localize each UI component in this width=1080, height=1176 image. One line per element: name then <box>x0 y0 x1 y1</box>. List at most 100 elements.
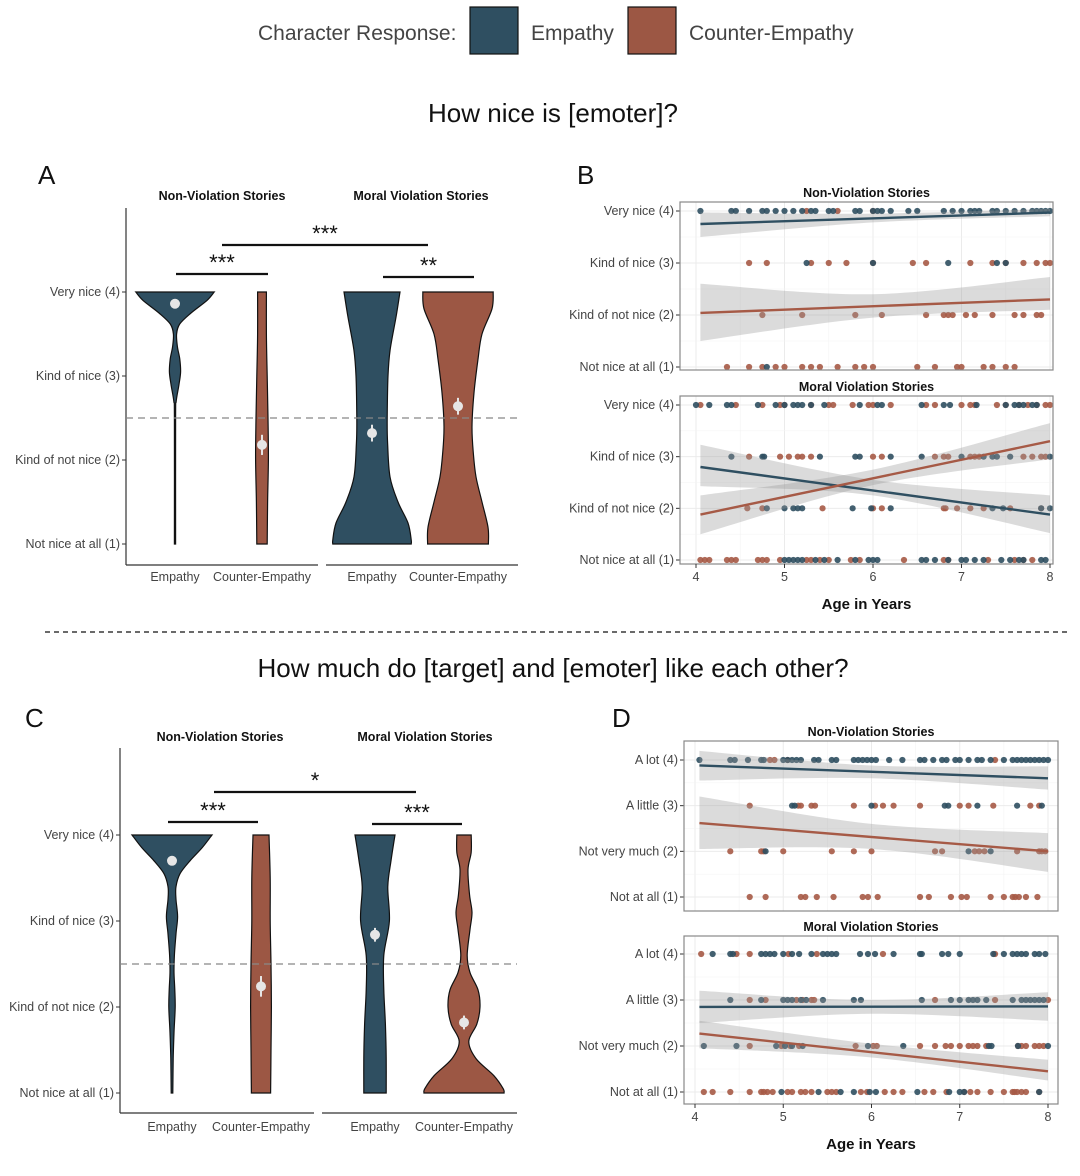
data-point-counter-empathy <box>945 453 952 460</box>
data-point-empathy <box>868 505 875 512</box>
data-point-counter-empathy <box>762 893 769 901</box>
data-point-counter-empathy <box>771 756 778 764</box>
data-point-counter-empathy <box>807 363 815 371</box>
data-point-counter-empathy <box>762 996 769 1004</box>
x-tick-label: Empathy <box>350 1120 400 1134</box>
data-point-empathy <box>874 207 881 215</box>
data-point-counter-empathy <box>803 556 810 564</box>
data-point-counter-empathy <box>921 1088 928 1096</box>
data-point-empathy <box>850 996 857 1004</box>
data-point-counter-empathy <box>899 1088 906 1096</box>
data-point-empathy <box>1015 401 1023 409</box>
data-point-counter-empathy <box>1015 893 1022 901</box>
data-point-empathy <box>878 401 885 409</box>
data-point-empathy <box>780 996 787 1004</box>
data-point-empathy <box>1044 756 1052 764</box>
data-point-counter-empathy <box>1042 453 1049 460</box>
mean-point <box>367 428 377 439</box>
data-point-counter-empathy <box>1033 259 1040 267</box>
data-point-empathy <box>855 756 862 764</box>
data-point-empathy <box>869 259 877 267</box>
mean-point <box>459 1017 469 1028</box>
data-point-empathy <box>766 950 774 958</box>
data-point-empathy <box>772 401 779 409</box>
data-point-counter-empathy <box>802 893 809 901</box>
data-point-empathy <box>773 1042 780 1050</box>
facet-title: Moral Violation Stories <box>803 920 938 934</box>
data-point-counter-empathy <box>881 1088 888 1096</box>
data-point-counter-empathy <box>1024 401 1031 409</box>
data-point-empathy <box>905 207 912 215</box>
data-point-counter-empathy <box>1044 996 1052 1004</box>
data-point-empathy <box>931 556 939 564</box>
data-point-counter-empathy <box>987 893 994 901</box>
data-point-empathy <box>918 950 925 958</box>
data-point-counter-empathy <box>923 401 930 409</box>
data-point-empathy <box>794 505 801 512</box>
data-point-counter-empathy <box>1040 1042 1047 1050</box>
data-point-empathy <box>830 207 837 215</box>
x-tick-label: Counter-Empathy <box>409 570 508 584</box>
data-point-empathy <box>1000 756 1007 764</box>
data-point-empathy <box>1015 556 1023 564</box>
data-point-counter-empathy <box>1022 893 1030 901</box>
data-point-empathy <box>1029 401 1036 409</box>
data-point-empathy <box>1020 556 1027 564</box>
data-point-counter-empathy <box>701 556 708 564</box>
data-point-counter-empathy <box>776 556 784 564</box>
data-point-empathy <box>1007 453 1014 460</box>
data-point-empathy <box>918 453 925 460</box>
data-point-counter-empathy <box>859 893 866 901</box>
data-point-empathy <box>1022 950 1030 958</box>
data-point-counter-empathy <box>825 259 832 267</box>
data-point-counter-empathy <box>843 259 850 267</box>
data-point-empathy <box>1018 996 1025 1004</box>
data-point-empathy <box>988 1042 995 1050</box>
data-point-counter-empathy <box>940 556 947 564</box>
data-point-counter-empathy <box>852 311 859 319</box>
data-point-empathy <box>785 556 793 564</box>
data-point-empathy <box>821 556 828 564</box>
y-tick-label: Kind of not nice (2) <box>569 308 674 322</box>
data-point-empathy <box>1040 756 1047 764</box>
data-point-counter-empathy <box>828 1088 835 1096</box>
data-point-counter-empathy <box>759 505 766 512</box>
data-point-counter-empathy <box>746 996 753 1004</box>
significance-label: ** <box>420 253 438 278</box>
data-point-counter-empathy <box>744 505 751 512</box>
data-point-counter-empathy <box>746 950 753 958</box>
data-point-counter-empathy <box>797 1088 805 1096</box>
data-point-empathy <box>1020 401 1027 409</box>
data-point-empathy <box>1022 996 1030 1004</box>
data-point-counter-empathy <box>759 311 766 319</box>
data-point-empathy <box>808 950 815 958</box>
data-point-counter-empathy <box>953 363 961 371</box>
data-point-counter-empathy <box>987 1088 994 1096</box>
data-point-counter-empathy <box>878 505 885 512</box>
data-point-counter-empathy <box>808 1088 815 1096</box>
data-point-counter-empathy <box>799 453 806 460</box>
data-point-empathy <box>978 756 985 764</box>
data-point-empathy <box>956 756 963 764</box>
data-point-counter-empathy <box>916 802 924 809</box>
x-tick-label: 8 <box>1047 570 1054 584</box>
data-point-empathy <box>849 505 856 512</box>
data-point-counter-empathy <box>991 756 999 764</box>
data-point-counter-empathy <box>971 848 978 855</box>
data-point-counter-empathy <box>958 363 965 371</box>
data-point-counter-empathy <box>769 1088 776 1096</box>
data-point-counter-empathy <box>967 401 974 409</box>
data-point-counter-empathy <box>856 556 863 564</box>
data-point-empathy <box>1033 401 1040 409</box>
data-point-empathy <box>816 453 824 460</box>
data-point-counter-empathy <box>1011 556 1018 564</box>
facet-panel: Moral Violation Stories Not nice at all (… <box>569 380 1054 567</box>
data-point-empathy <box>1038 802 1045 809</box>
data-point-counter-empathy <box>776 453 784 460</box>
data-point-counter-empathy <box>850 802 857 809</box>
data-point-empathy <box>952 756 959 764</box>
data-point-empathy <box>940 207 947 215</box>
data-point-counter-empathy <box>931 363 939 371</box>
y-tick-label: Not very much (2) <box>579 1039 678 1053</box>
data-point-counter-empathy <box>1042 259 1049 267</box>
